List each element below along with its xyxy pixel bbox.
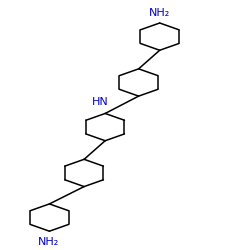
Text: NH₂: NH₂: [38, 237, 59, 247]
Text: HN: HN: [92, 97, 108, 107]
Text: NH₂: NH₂: [149, 8, 170, 18]
